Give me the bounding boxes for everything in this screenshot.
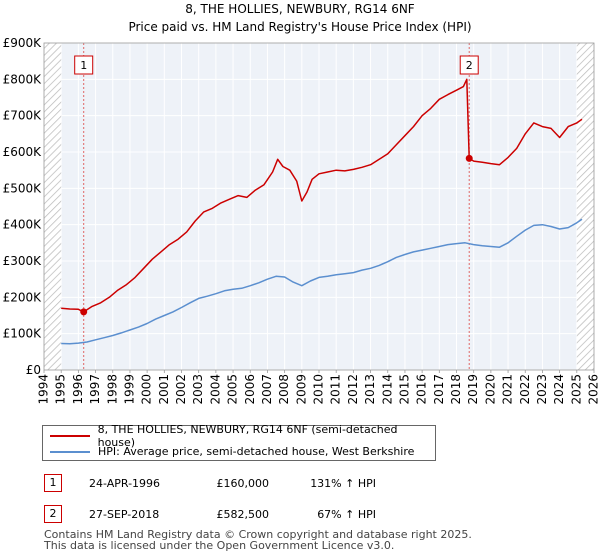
x-tick-label: 2006 [243, 374, 257, 405]
sale-label-box [459, 55, 479, 75]
y-tick-label: £700K [3, 109, 43, 123]
x-tick-label: 2001 [157, 374, 171, 405]
x-tick-label: 2008 [277, 374, 291, 405]
x-tick-label: 2007 [260, 374, 274, 405]
sale-point [465, 154, 473, 162]
legend-swatch-property [50, 434, 90, 437]
x-tick-label: 2000 [140, 374, 154, 405]
y-tick-label: £500K [3, 181, 43, 195]
transaction-date: 24-APR-1996 [89, 477, 161, 490]
transaction-price: £160,000 [216, 477, 270, 490]
price-chart: £0 £100K £200K £300K £400K £500K £600K £700K £80… [3, 36, 600, 405]
x-tick-label: 2003 [191, 374, 205, 405]
x-tick-label: 2018 [449, 374, 463, 405]
chart-subtitle: Price paid vs. HM Land Registry's House … [128, 20, 472, 34]
sale-label-number: 2 [466, 59, 473, 72]
transaction-date: 27-SEP-2018 [89, 508, 160, 521]
y-tick-label: £900K [3, 36, 43, 50]
x-tick-label: 1997 [88, 374, 102, 405]
y-tick-label: £200K [3, 290, 43, 304]
x-tick-label: 1996 [71, 374, 85, 405]
x-tick-label: 2009 [294, 374, 308, 405]
transaction-price: £582,500 [216, 508, 270, 521]
legend-item-hpi: HPI: Average price, semi-detached house,… [43, 443, 414, 460]
x-tick-label: 2010 [312, 374, 326, 405]
legend-swatch-hpi [50, 450, 90, 453]
x-tick-label: 2023 [535, 374, 549, 405]
sale-point [80, 308, 88, 316]
x-tick-label: 2016 [415, 374, 429, 405]
x-tick-label: 2012 [346, 374, 360, 405]
x-tick-label: 2021 [501, 374, 515, 405]
transaction-marker-badge: 2 [44, 505, 62, 523]
property-price-line [61, 78, 583, 313]
x-tick-label: 1995 [54, 374, 68, 405]
chart-legend: 8, THE HOLLIES, NEWBURY, RG14 6NF (semi-… [42, 423, 436, 461]
hatched-region [44, 43, 62, 370]
x-tick-label: 2024 [552, 374, 566, 405]
legend-label-hpi: HPI: Average price, semi-detached house,… [98, 445, 415, 458]
x-tick-label: 2014 [380, 374, 394, 405]
x-tick-label: 2011 [329, 374, 343, 405]
x-tick-label: 2026 [587, 374, 600, 405]
chart-title: 8, THE HOLLIES, NEWBURY, RG14 6NF [185, 2, 415, 16]
y-tick-label: £400K [3, 218, 43, 232]
x-tick-label: 1999 [122, 374, 136, 405]
x-tick-label: 2015 [397, 374, 411, 405]
x-tick-label: 2004 [208, 374, 222, 405]
x-tick-label: 2017 [432, 374, 446, 405]
x-tick-label: 2019 [466, 374, 480, 405]
transaction-row: 2 27-SEP-2018 £582,500 67% ↑ HPI [0, 505, 600, 527]
footer-line-1: Contains HM Land Registry data © Crown c… [44, 528, 472, 541]
transaction-hpi-change: 131% ↑ HPI [310, 477, 376, 490]
y-tick-label: £800K [3, 72, 43, 86]
footer-line-2: This data is licensed under the Open Gov… [44, 539, 395, 552]
x-tick-label: 2020 [483, 374, 497, 405]
sale-label-number: 1 [80, 59, 87, 72]
legend-item-property: 8, THE HOLLIES, NEWBURY, RG14 6NF (semi-… [43, 423, 435, 449]
hatched-region [576, 43, 594, 370]
x-tick-label: 2022 [518, 374, 532, 405]
y-tick-label: £0 [26, 363, 41, 377]
y-tick-label: £600K [3, 145, 43, 159]
x-tick-label: 2002 [174, 374, 188, 405]
x-tick-label: 2013 [363, 374, 377, 405]
x-tick-label: 2025 [569, 374, 583, 405]
transaction-marker-badge: 1 [44, 474, 62, 492]
transaction-row: 1 24-APR-1996 £160,000 131% ↑ HPI [0, 474, 600, 496]
x-tick-label: 1994 [37, 374, 51, 405]
sale-label-box [74, 55, 94, 75]
x-tick-label: 1998 [105, 374, 119, 405]
transaction-hpi-change: 67% ↑ HPI [317, 508, 376, 521]
footer-attribution: Contains HM Land Registry data © Crown c… [44, 529, 472, 551]
y-tick-label: £300K [3, 254, 43, 268]
legend-label-property: 8, THE HOLLIES, NEWBURY, RG14 6NF (semi-… [97, 422, 398, 449]
x-tick-label: 2005 [226, 374, 240, 405]
hpi-line [61, 218, 583, 345]
y-tick-label: £100K [3, 327, 43, 341]
